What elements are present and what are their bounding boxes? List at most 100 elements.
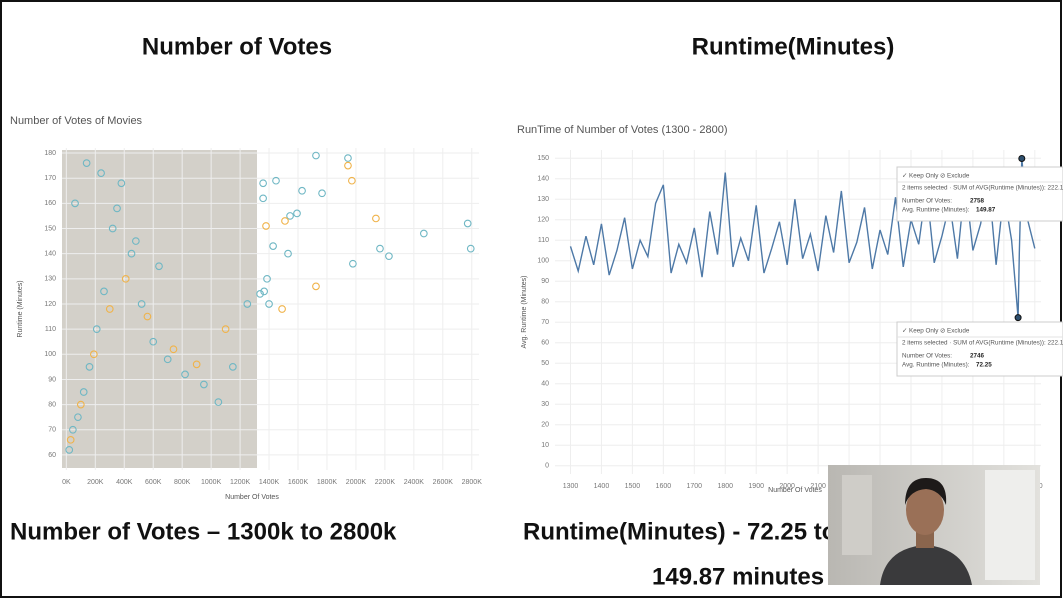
point bbox=[243, 300, 252, 308]
x-tick-label: 1200K bbox=[230, 479, 251, 486]
point bbox=[200, 380, 208, 389]
point bbox=[281, 217, 289, 225]
point bbox=[466, 244, 475, 253]
video-overlay bbox=[828, 465, 1040, 585]
point bbox=[263, 274, 271, 283]
y-tick-label: 20 bbox=[541, 422, 549, 429]
selected-point bbox=[1014, 314, 1022, 322]
point bbox=[143, 312, 152, 321]
point bbox=[79, 388, 88, 396]
point bbox=[169, 345, 178, 354]
votes-value: 2746 bbox=[970, 353, 985, 360]
point bbox=[344, 161, 352, 170]
point bbox=[137, 300, 146, 308]
y-tick-label: 140 bbox=[537, 176, 549, 183]
point bbox=[385, 252, 393, 261]
exclude-button[interactable]: ⊘ Exclude bbox=[940, 173, 970, 180]
person-hair bbox=[905, 478, 947, 505]
point bbox=[131, 237, 140, 245]
point bbox=[318, 189, 326, 198]
point bbox=[117, 179, 126, 188]
point bbox=[286, 212, 294, 220]
y-tick-label: 180 bbox=[44, 150, 56, 157]
y-tick-label: 130 bbox=[537, 196, 549, 203]
point bbox=[214, 398, 223, 406]
point bbox=[121, 274, 130, 283]
window bbox=[985, 470, 1035, 580]
y-tick-label: 40 bbox=[541, 381, 549, 388]
point bbox=[113, 204, 121, 213]
x-tick-label: 1600 bbox=[656, 483, 672, 490]
point bbox=[108, 224, 117, 233]
x-tick-label: 1600K bbox=[288, 479, 309, 486]
votes-label: Number Of Votes: bbox=[902, 353, 952, 360]
person-neck bbox=[916, 530, 934, 548]
y-axis-label: Avg. Runtime (Minutes) bbox=[521, 275, 528, 348]
x-tick-label: 1800 bbox=[717, 483, 733, 490]
point bbox=[376, 244, 384, 253]
keep-only-button[interactable]: ✓ Keep Only bbox=[902, 173, 939, 180]
x-tick-label: 2200K bbox=[375, 479, 396, 486]
point bbox=[272, 176, 280, 185]
x-tick-label: 0K bbox=[62, 479, 71, 486]
person-shirt bbox=[880, 545, 972, 585]
point bbox=[262, 222, 270, 230]
wall-panel bbox=[842, 475, 872, 555]
charts: Number of Votes of Movies Number Of Votes… bbox=[10, 115, 1063, 501]
point bbox=[372, 214, 380, 223]
runtime-label: Avg. Runtime (Minutes): bbox=[902, 207, 970, 214]
y-axis-label: Runtime (Minutes) bbox=[17, 280, 24, 337]
votes-value: 2758 bbox=[970, 198, 985, 205]
y-tick-label: 50 bbox=[541, 360, 549, 367]
point bbox=[348, 176, 356, 185]
point bbox=[127, 249, 136, 258]
y-tick-label: 100 bbox=[44, 351, 56, 358]
keep-only-button[interactable]: ✓ Keep Only bbox=[902, 328, 939, 335]
tooltip bbox=[896, 166, 1063, 222]
y-tick-label: 30 bbox=[541, 401, 549, 408]
point bbox=[284, 249, 292, 258]
point bbox=[298, 186, 306, 195]
point bbox=[265, 300, 273, 308]
point bbox=[259, 179, 267, 188]
runtime-label: Avg. Runtime (Minutes): bbox=[902, 362, 970, 369]
x-tick-label: 400K bbox=[116, 479, 133, 486]
x-tick-label: 2000 bbox=[779, 483, 795, 490]
point bbox=[349, 259, 357, 268]
y-tick-label: 140 bbox=[44, 251, 56, 258]
point bbox=[419, 229, 428, 238]
heading: Number of Votes bbox=[142, 33, 332, 60]
point bbox=[71, 199, 79, 208]
x-tick-label: 1900 bbox=[748, 483, 764, 490]
point bbox=[269, 242, 277, 250]
chart-title: RunTime of Number of Votes (1300 - 2800) bbox=[517, 124, 728, 136]
votes-label: Number Of Votes: bbox=[902, 198, 952, 205]
exclude-button[interactable]: ⊘ Exclude bbox=[940, 328, 970, 335]
x-tick-label: 1300 bbox=[563, 483, 579, 490]
point bbox=[69, 425, 77, 434]
selected-point bbox=[1018, 154, 1026, 162]
point bbox=[149, 337, 158, 346]
caption: Runtime(Minutes) - 72.25 to bbox=[523, 518, 836, 545]
y-tick-label: 10 bbox=[541, 442, 549, 449]
point bbox=[256, 290, 264, 298]
point bbox=[229, 363, 237, 371]
point bbox=[221, 325, 230, 333]
y-tick-label: 150 bbox=[537, 155, 549, 162]
point bbox=[100, 287, 108, 296]
x-axis-label: Number Of Votes bbox=[225, 494, 279, 501]
y-tick-label: 60 bbox=[48, 452, 56, 459]
person-face bbox=[906, 485, 944, 535]
point bbox=[181, 370, 189, 379]
point bbox=[312, 151, 320, 160]
point bbox=[76, 400, 85, 409]
caption: 149.87 minutes bbox=[652, 563, 824, 590]
point bbox=[344, 154, 352, 162]
runtime-value: 149.87 bbox=[976, 207, 996, 214]
y-tick-label: 70 bbox=[541, 319, 549, 326]
point bbox=[278, 305, 286, 313]
heading: Runtime(Minutes) bbox=[692, 33, 895, 60]
y-tick-label: 110 bbox=[538, 237, 549, 244]
point bbox=[92, 325, 101, 333]
